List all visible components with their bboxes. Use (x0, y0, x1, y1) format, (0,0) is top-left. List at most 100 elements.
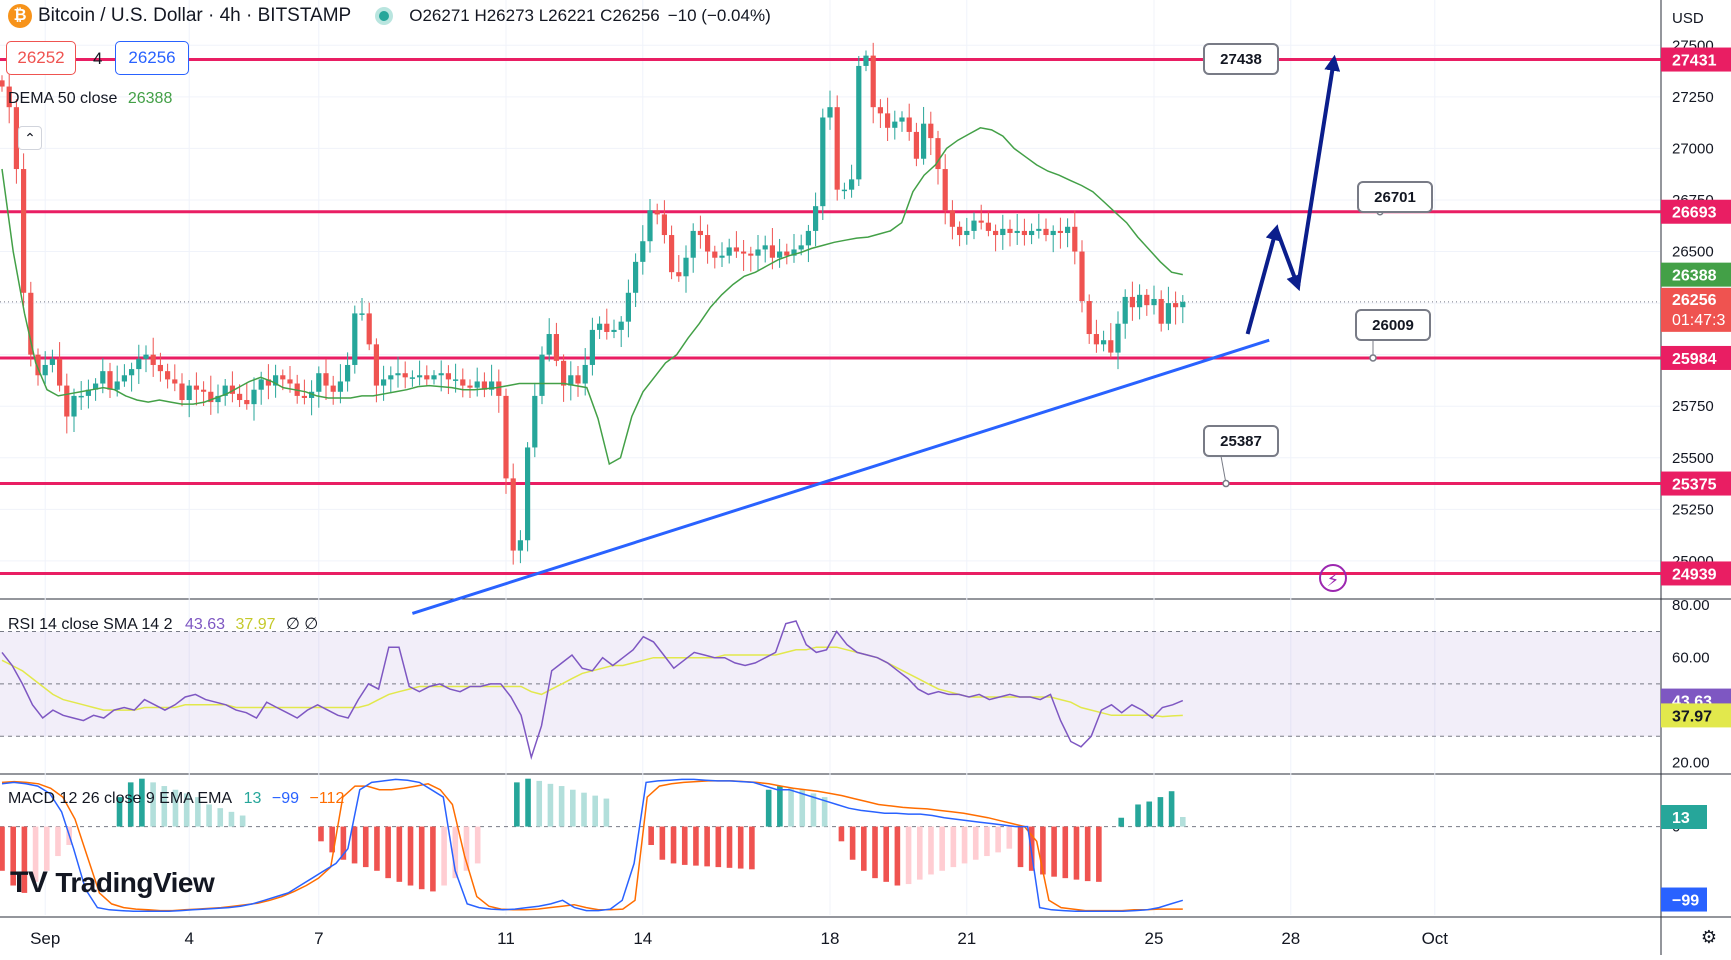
candle-down[interactable] (1072, 227, 1077, 252)
candle-down[interactable] (957, 227, 962, 235)
candle-up[interactable] (539, 355, 544, 396)
candle-up[interactable] (431, 375, 436, 379)
candle-up[interactable] (79, 396, 84, 398)
candle-down[interactable] (280, 375, 285, 379)
candle-up[interactable] (417, 375, 422, 377)
candle-up[interactable] (763, 245, 768, 249)
candle-down[interactable] (244, 400, 249, 404)
candle-up[interactable] (597, 324, 602, 330)
time-tick-label[interactable]: 25 (1145, 929, 1164, 948)
candle-up[interactable] (439, 373, 444, 375)
candle-down[interactable] (64, 386, 69, 417)
macd-legend[interactable]: MACD 12 26 close 9 EMA EMA 13 −99 −112 (8, 790, 344, 808)
candle-up[interactable] (547, 334, 552, 355)
candle-down[interactable] (835, 107, 840, 189)
time-tick-label[interactable]: Oct (1422, 929, 1449, 948)
candle-up[interactable] (633, 262, 638, 293)
candle-down[interactable] (57, 359, 62, 386)
candle-up[interactable] (590, 330, 595, 365)
candle-down[interactable] (331, 386, 336, 392)
candle-up[interactable] (583, 365, 588, 384)
candle-down[interactable] (201, 390, 206, 392)
candle-down[interactable] (575, 375, 580, 383)
candle-down[interactable] (734, 247, 739, 251)
forecast-arrow[interactable] (1248, 229, 1277, 334)
candle-down[interactable] (907, 117, 912, 131)
candle-down[interactable] (669, 235, 674, 272)
symbol-title[interactable]: Bitcoin / U.S. Dollar · 4h · BITSTAMP (38, 5, 351, 27)
candle-down[interactable] (367, 313, 372, 344)
candle-down[interactable] (914, 132, 919, 159)
candle-down[interactable] (0, 80, 5, 86)
candle-down[interactable] (1007, 229, 1012, 233)
candle-down[interactable] (748, 254, 753, 256)
candle-down[interactable] (1173, 303, 1178, 307)
candle-down[interactable] (107, 371, 112, 390)
tradingview-logo[interactable]: TV TradingView (10, 866, 214, 900)
candle-up[interactable] (395, 373, 400, 375)
candle-down[interactable] (986, 223, 991, 231)
lightning-icon[interactable]: ⚡ (1319, 564, 1347, 592)
candle-up[interactable] (863, 56, 868, 66)
candle-down[interactable] (979, 221, 984, 223)
dema-legend[interactable]: DEMA 50 close 26388 (8, 90, 172, 108)
time-tick-label[interactable]: 18 (821, 929, 840, 948)
candle-up[interactable] (1115, 324, 1120, 353)
candle-down[interactable] (151, 355, 156, 365)
candle-down[interactable] (604, 324, 609, 332)
candle-up[interactable] (1180, 302, 1185, 307)
candle-down[interactable] (871, 56, 876, 108)
candle-up[interactable] (1036, 229, 1041, 231)
candle-down[interactable] (511, 478, 516, 550)
candle-down[interactable] (302, 396, 307, 398)
candle-up[interactable] (50, 359, 55, 365)
candle-down[interactable] (446, 373, 451, 379)
candle-down[interactable] (403, 373, 408, 377)
candle-down[interactable] (741, 252, 746, 254)
candle-down[interactable] (21, 169, 26, 293)
candle-down[interactable] (1108, 340, 1113, 352)
currency-label[interactable]: USD (1672, 10, 1704, 27)
collapse-legend-chevron-icon[interactable]: ⌃ (18, 126, 42, 150)
candle-up[interactable] (352, 313, 357, 365)
candle-down[interactable] (1094, 334, 1099, 344)
time-tick-label[interactable]: 7 (314, 929, 323, 948)
candle-down[interactable] (784, 252, 789, 256)
candle-up[interactable] (683, 258, 688, 277)
candle-up[interactable] (806, 231, 811, 245)
candle-down[interactable] (172, 379, 177, 383)
candle-down[interactable] (323, 373, 328, 385)
candle-up[interactable] (892, 122, 897, 128)
candle-up[interactable] (187, 386, 192, 400)
candle-down[interactable] (1058, 231, 1063, 233)
candle-up[interactable] (820, 117, 825, 206)
sell-price-button[interactable]: 26252 (6, 41, 76, 75)
candle-down[interactable] (287, 379, 292, 383)
candle-up[interactable] (100, 371, 105, 383)
candle-down[interactable] (374, 344, 379, 385)
candle-up[interactable] (856, 66, 861, 179)
candle-up[interactable] (381, 379, 386, 385)
chart-settings-gear-icon[interactable]: ⚙ (1698, 926, 1720, 948)
candle-up[interactable] (1137, 295, 1142, 307)
candle-down[interactable] (698, 231, 703, 235)
candlesticks[interactable] (0, 43, 1185, 565)
candle-down[interactable] (237, 394, 242, 400)
candle-down[interactable] (1043, 229, 1048, 235)
candle-up[interactable] (1151, 299, 1156, 305)
candle-up[interactable] (316, 373, 321, 392)
candle-up[interactable] (1166, 303, 1171, 324)
candle-up[interactable] (827, 107, 832, 117)
candle-down[interactable] (1079, 252, 1084, 301)
forecast-arrow[interactable] (1276, 229, 1298, 287)
candle-down[interactable] (194, 386, 199, 390)
candle-up[interactable] (122, 375, 127, 381)
candle-up[interactable] (251, 390, 256, 404)
candle-up[interactable] (626, 293, 631, 322)
candle-up[interactable] (691, 231, 696, 258)
time-tick-label[interactable]: 14 (633, 929, 652, 948)
candle-up[interactable] (849, 179, 854, 189)
candle-up[interactable] (1051, 231, 1056, 235)
candle-up[interactable] (1029, 231, 1034, 235)
forecast-arrow[interactable] (1298, 60, 1334, 287)
